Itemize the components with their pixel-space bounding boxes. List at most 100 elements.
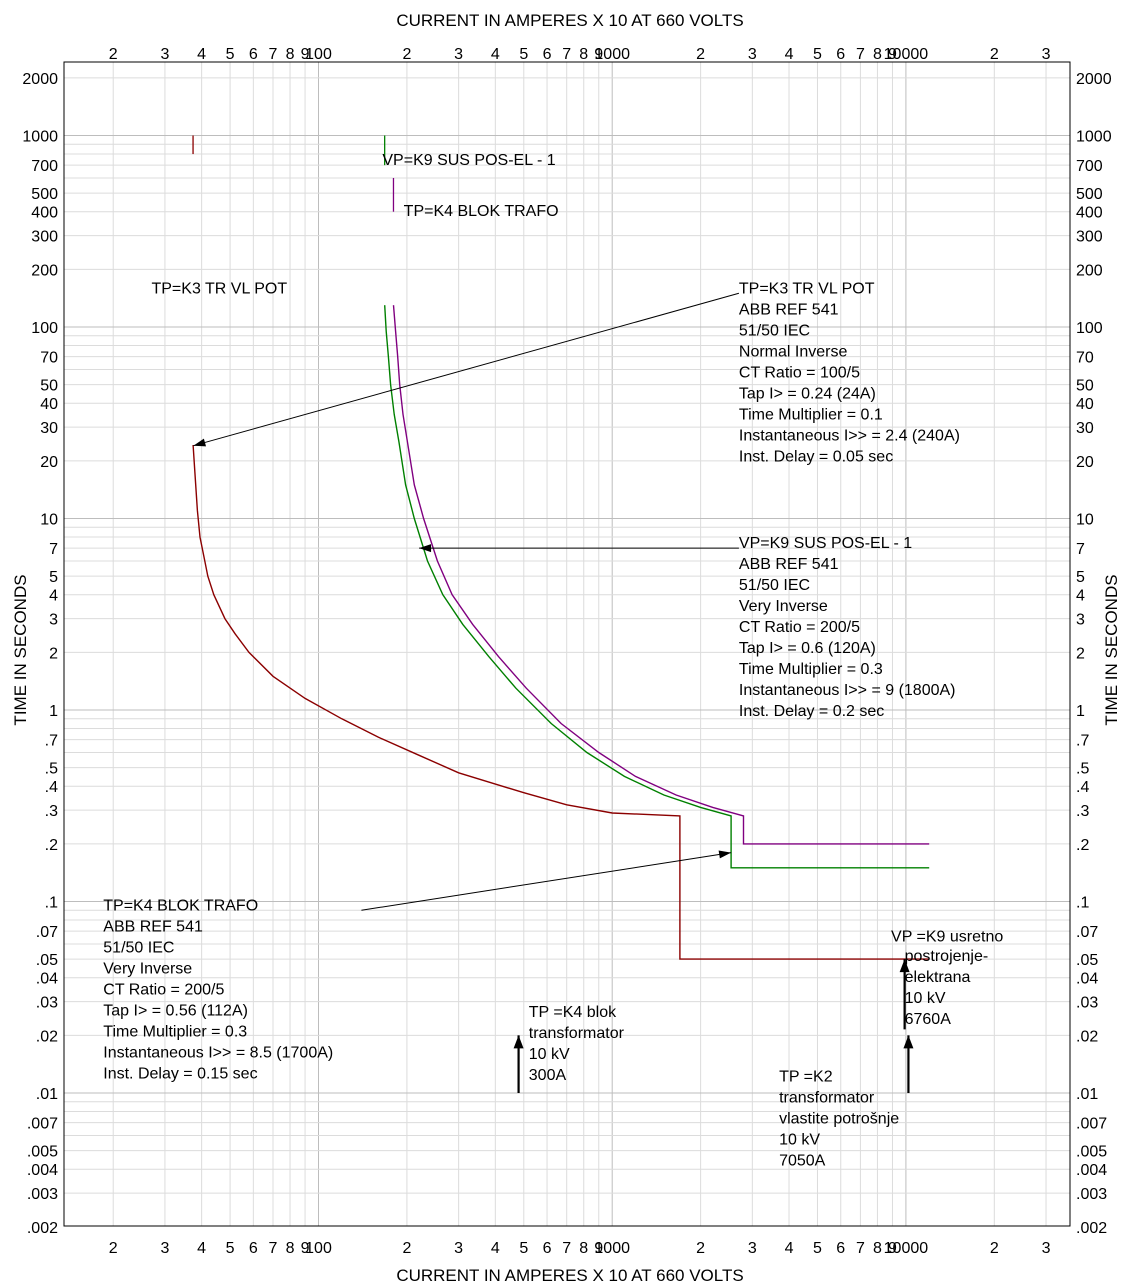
x-tick-label-top: 2 bbox=[696, 46, 705, 63]
y-tick-label-right: 2000 bbox=[1076, 71, 1112, 88]
arrow-head bbox=[419, 544, 432, 553]
x-tick-label-top: 8 bbox=[286, 46, 295, 63]
marker-lines bbox=[192, 135, 395, 212]
x-tick-label-bottom: 7 bbox=[562, 1240, 571, 1257]
y-tick-label-left: .05 bbox=[36, 952, 58, 969]
y-tick-label-left: 200 bbox=[31, 262, 58, 279]
y-tick-label-left: 300 bbox=[31, 229, 58, 246]
annotation-line: 10 kV bbox=[905, 990, 946, 1007]
x-tick-label-top: 10000 bbox=[884, 46, 929, 63]
x-tick-label-bottom: 5 bbox=[813, 1240, 822, 1257]
y-tick-label-right: .7 bbox=[1076, 733, 1089, 750]
y-tick-label-left: 70 bbox=[40, 350, 58, 367]
x-tick-label-top: 9 bbox=[301, 46, 310, 63]
y-axis-label-right: TIME IN SECONDS bbox=[1102, 574, 1121, 725]
y-tick-label-left: .004 bbox=[27, 1162, 58, 1179]
annotation-text: TP =K2 transformator vlastite potrošnje 10 … bbox=[779, 1068, 899, 1169]
annotation-line: Time Multiplier = 0.3 bbox=[739, 661, 883, 678]
x-tick-label-top: 8 bbox=[873, 46, 882, 63]
x-tick-label-top: 4 bbox=[197, 46, 206, 63]
annotation-line: Tap I> = 0.6 (120A) bbox=[739, 640, 876, 657]
annotation-line: 10 kV bbox=[779, 1131, 820, 1148]
annotation-line: Inst. Delay = 0.15 sec bbox=[103, 1065, 257, 1082]
x-tick-label-bottom: 2 bbox=[109, 1240, 118, 1257]
annotation-line: TP=K4 BLOK TRAFO bbox=[404, 203, 559, 220]
x-tick-label-bottom: 2 bbox=[402, 1240, 411, 1257]
x-tick-label-top: 2 bbox=[109, 46, 118, 63]
x-tick-label-top: 6 bbox=[249, 46, 258, 63]
x-tick-label-bottom: 9 bbox=[888, 1240, 897, 1257]
annotation-line: TP =K2 bbox=[779, 1068, 833, 1085]
annotation-line: elektrana bbox=[905, 969, 971, 986]
x-tick-label-bottom: 5 bbox=[226, 1240, 235, 1257]
x-tick-label-bottom: 2 bbox=[990, 1240, 999, 1257]
y-tick-label-right: 300 bbox=[1076, 229, 1103, 246]
annotation-text: TP =K4 blok transformator 10 kV 300A bbox=[529, 1004, 625, 1084]
annotation-line: Inst. Delay = 0.05 sec bbox=[739, 448, 893, 465]
x-tick-label-bottom: 5 bbox=[519, 1240, 528, 1257]
y-tick-label-left: 50 bbox=[40, 378, 58, 395]
annotation-line: VP =K9 usretno bbox=[891, 928, 1003, 945]
y-tick-label-right: .01 bbox=[1076, 1086, 1098, 1103]
y-tick-label-left: 4 bbox=[49, 588, 58, 605]
x-tick-label-top: 7 bbox=[269, 46, 278, 63]
y-tick-label-right: .2 bbox=[1076, 837, 1089, 854]
y-tick-label-left: 2000 bbox=[22, 71, 58, 88]
y-tick-label-right: 3 bbox=[1076, 612, 1085, 629]
annotation-line: TP=K4 BLOK TRAFO bbox=[103, 897, 258, 914]
annotation-line: Time Multiplier = 0.3 bbox=[103, 1023, 247, 1040]
y-tick-label-right: 40 bbox=[1076, 396, 1094, 413]
x-tick-label-top: 4 bbox=[491, 46, 500, 63]
y-tick-label-right: .5 bbox=[1076, 761, 1089, 778]
x-tick-label-top: 9 bbox=[594, 46, 603, 63]
y-tick-label-left: .1 bbox=[45, 895, 58, 912]
annotation-line: Tap I> = 0.56 (112A) bbox=[103, 1002, 248, 1019]
y-tick-label-left: .007 bbox=[27, 1116, 58, 1133]
x-tick-label-bottom: 100 bbox=[305, 1240, 332, 1257]
annotation-line: VP=K9 SUS POS-EL - 1 bbox=[739, 535, 912, 552]
y-tick-label-left: .005 bbox=[27, 1144, 58, 1161]
y-tick-label-right: .004 bbox=[1076, 1162, 1107, 1179]
y-tick-label-right: .005 bbox=[1076, 1144, 1107, 1161]
arrow-head bbox=[193, 438, 207, 447]
y-tick-label-left: .002 bbox=[27, 1220, 58, 1237]
x-tick-label-bottom: 6 bbox=[543, 1240, 552, 1257]
annotation-text: VP=K9 SUS POS-EL - 1 bbox=[382, 152, 555, 169]
x-tick-labels: 2233445566778899100100223344556677889910… bbox=[109, 46, 1051, 1257]
annotation-line: Normal Inverse bbox=[739, 343, 848, 360]
x-axis-title-top: CURRENT IN AMPERES X 10 AT 660 VOLTS bbox=[396, 11, 743, 30]
x-tick-label-top: 100 bbox=[305, 46, 332, 63]
x-axis-title-bottom: CURRENT IN AMPERES X 10 AT 660 VOLTS bbox=[396, 1266, 743, 1285]
y-tick-label-left: .03 bbox=[36, 995, 58, 1012]
y-tick-label-right: 1000 bbox=[1076, 129, 1112, 146]
y-tick-label-right: .4 bbox=[1076, 779, 1089, 796]
y-tick-label-right: .04 bbox=[1076, 971, 1098, 988]
y-tick-label-right: .1 bbox=[1076, 895, 1089, 912]
y-tick-label-right: 7 bbox=[1076, 541, 1085, 558]
y-tick-label-left: 400 bbox=[31, 205, 58, 222]
annotation-text: VP=K9 SUS POS-EL - 1 ABB REF 541 51/50 IEC… bbox=[739, 535, 956, 720]
x-tick-label-bottom: 3 bbox=[160, 1240, 169, 1257]
x-tick-label-bottom: 9 bbox=[594, 1240, 603, 1257]
y-tick-label-left: .07 bbox=[36, 924, 58, 941]
x-tick-label-top: 5 bbox=[226, 46, 235, 63]
y-tick-label-right: 10 bbox=[1076, 512, 1094, 529]
x-tick-label-bottom: 1000 bbox=[594, 1240, 630, 1257]
annotation-line: ABB REF 541 bbox=[739, 556, 839, 573]
annotation-line: CT Ratio = 200/5 bbox=[739, 619, 860, 636]
x-tick-label-bottom: 10000 bbox=[884, 1240, 929, 1257]
annotation-line: 7050A bbox=[779, 1152, 826, 1169]
x-tick-label-top: 8 bbox=[579, 46, 588, 63]
x-tick-label-bottom: 3 bbox=[1042, 1240, 1051, 1257]
y-tick-label-right: .003 bbox=[1076, 1186, 1107, 1203]
annotation-line: ABB REF 541 bbox=[103, 918, 203, 935]
series-curves bbox=[192, 305, 930, 960]
y-tick-label-right: 30 bbox=[1076, 420, 1094, 437]
x-tick-label-top: 4 bbox=[785, 46, 794, 63]
y-tick-label-left: 40 bbox=[40, 396, 58, 413]
y-tick-label-right: 5 bbox=[1076, 569, 1085, 586]
y-tick-label-left: .01 bbox=[36, 1086, 58, 1103]
x-tick-label-top: 2 bbox=[402, 46, 411, 63]
annotation-text: postrojenje-elektrana 10 kV 6760A bbox=[905, 948, 989, 1028]
